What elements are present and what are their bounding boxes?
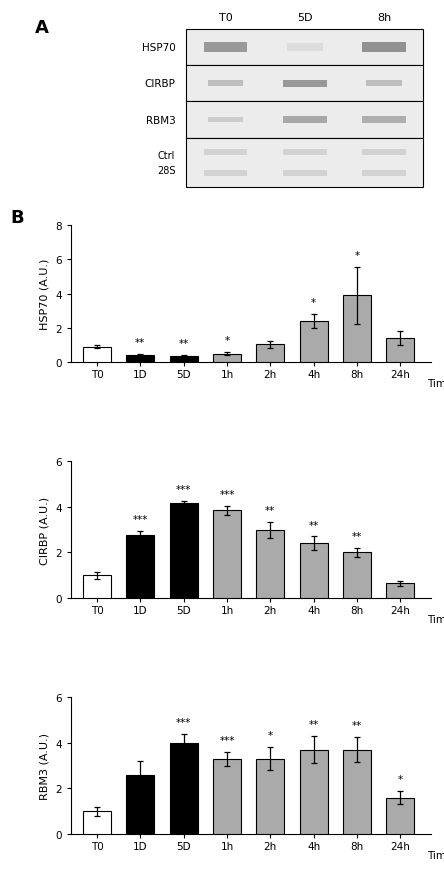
Text: **: ** [265, 505, 275, 515]
Text: *: * [354, 251, 360, 261]
Bar [343, 750, 371, 834]
Bar [386, 798, 414, 834]
Bar [343, 553, 371, 599]
Bar [283, 116, 327, 124]
Bar [83, 348, 111, 362]
Bar [283, 149, 327, 156]
Bar [126, 535, 155, 599]
Text: *: * [311, 298, 316, 308]
Bar [362, 149, 406, 156]
Y-axis label: CIRBP (A.U.): CIRBP (A.U.) [40, 496, 50, 564]
Text: *: * [268, 731, 273, 740]
Text: RBM3: RBM3 [146, 116, 175, 125]
Bar [362, 43, 406, 53]
Bar [186, 66, 424, 103]
Bar [204, 149, 247, 156]
Bar [170, 743, 198, 834]
Bar [300, 544, 328, 599]
Text: 8h: 8h [377, 13, 391, 23]
Bar [343, 296, 371, 362]
Text: 5D: 5D [297, 13, 313, 23]
Text: **: ** [135, 338, 146, 348]
Bar [256, 530, 285, 599]
Bar [213, 511, 241, 599]
Bar [386, 584, 414, 599]
Bar [300, 322, 328, 362]
Text: **: ** [178, 339, 189, 349]
Bar [208, 81, 243, 88]
Text: A: A [35, 19, 49, 37]
Bar [366, 81, 402, 88]
Bar [256, 759, 285, 834]
Bar [208, 117, 243, 123]
Bar [300, 750, 328, 834]
Bar [186, 138, 424, 188]
Y-axis label: RBM3 (A.U.): RBM3 (A.U.) [40, 733, 50, 799]
Bar [386, 339, 414, 362]
Text: *: * [225, 335, 230, 346]
Bar [83, 812, 111, 834]
Bar [287, 44, 323, 51]
Text: Time: Time [427, 379, 444, 388]
Bar [283, 81, 327, 88]
Bar [362, 171, 406, 177]
Bar [213, 759, 241, 834]
Bar [186, 103, 424, 138]
Bar [256, 345, 285, 362]
Bar [186, 30, 424, 66]
Text: **: ** [352, 532, 362, 541]
Bar [204, 171, 247, 177]
Text: B: B [10, 209, 24, 227]
Text: ***: *** [176, 717, 191, 726]
Text: T0: T0 [219, 13, 233, 23]
Text: ***: *** [219, 735, 235, 745]
Bar [204, 43, 247, 53]
Text: Time: Time [427, 850, 444, 860]
Y-axis label: HSP70 (A.U.): HSP70 (A.U.) [40, 259, 50, 330]
Text: 28S: 28S [157, 166, 175, 176]
Text: **: ** [352, 720, 362, 730]
Bar [126, 775, 155, 834]
Text: ***: *** [219, 489, 235, 499]
Bar [126, 356, 155, 362]
Text: Ctrl: Ctrl [158, 151, 175, 161]
Bar [283, 171, 327, 177]
Bar [170, 357, 198, 362]
Bar [170, 504, 198, 599]
Bar [362, 116, 406, 124]
Text: **: ** [309, 720, 319, 729]
Text: ***: *** [176, 485, 191, 494]
Bar [83, 575, 111, 599]
Text: ***: *** [133, 514, 148, 524]
Text: **: ** [309, 520, 319, 530]
Text: CIRBP: CIRBP [144, 79, 175, 90]
Text: *: * [398, 774, 403, 784]
Text: Time: Time [427, 614, 444, 624]
Bar [213, 355, 241, 362]
Text: HSP70: HSP70 [142, 43, 175, 53]
